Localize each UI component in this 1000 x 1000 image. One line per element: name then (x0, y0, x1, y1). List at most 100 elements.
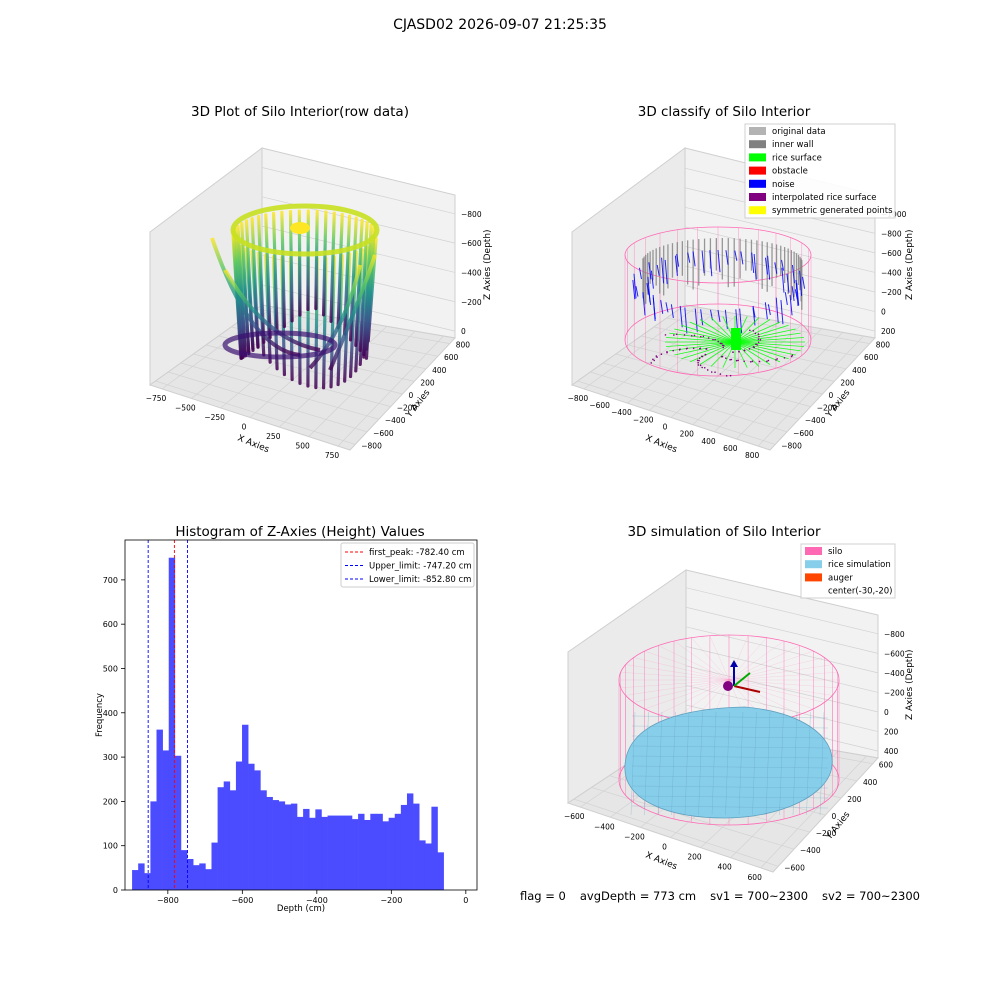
x-tick-label: 200 (687, 853, 702, 862)
noise-points (635, 286, 639, 297)
silo-top-spoke (625, 664, 730, 681)
raw-point-strand (223, 269, 321, 352)
y-tick-label: 400 (432, 366, 447, 375)
histogram-legend: first_peak: -782.40 cm Upper_limit: -747.… (340, 542, 475, 588)
rice-mesh-line (684, 711, 690, 816)
silo-top-spoke (728, 635, 749, 681)
legend-entry: inner wall (772, 140, 813, 150)
histogram-bar (290, 803, 298, 890)
x-tick-label: 600 (748, 873, 763, 882)
panel1-zlabel: Z Axies (Depth) (483, 229, 493, 300)
silo-top-spoke (728, 664, 833, 681)
y-tick-label: 400 (852, 366, 867, 375)
noise-points (799, 270, 803, 296)
noise-points (784, 292, 788, 306)
status-sv2: sv2 = 700~2300 (822, 889, 920, 903)
noise-points (794, 289, 798, 300)
silo-top-spoke (673, 640, 730, 681)
panel2-xlabel: X Axies (644, 434, 679, 456)
interpolated-point (714, 338, 716, 341)
status-avg-depth: avgDepth = 773 cm (579, 889, 697, 903)
grid-line (685, 626, 879, 674)
rice-mesh-line (657, 711, 663, 816)
y-tick-label: −600 (784, 863, 805, 872)
noise-points (781, 267, 785, 293)
interpolated-point (697, 364, 700, 366)
noise-points (687, 252, 691, 263)
panel2-legend: original data inner wall rice surface obsta… (744, 123, 896, 219)
histogram-bar (150, 801, 157, 890)
noise-points (656, 264, 660, 276)
noise-points (767, 304, 771, 316)
interpolated-point (790, 355, 793, 358)
noise-points (780, 300, 784, 325)
grid-line (685, 606, 879, 654)
z-tick-label: −800 (881, 229, 902, 238)
rice-mesh-line (711, 711, 717, 816)
x-tick-label: 750 (325, 451, 340, 460)
rice-mesh-line (631, 745, 829, 749)
grid-line (628, 344, 823, 395)
legend-entry: Lower_limit: -852.80 cm (369, 575, 471, 585)
noise-points (647, 276, 651, 303)
interpolated-point (735, 359, 738, 362)
interpolated-point (766, 360, 768, 363)
noise-points (701, 250, 705, 274)
noise-points (684, 307, 688, 334)
y-tick-label: 800 (876, 341, 891, 350)
y-tick-label: 0 (829, 391, 834, 400)
histogram-bar (321, 816, 328, 890)
noise-points (764, 257, 768, 275)
histogram-bar (431, 806, 438, 890)
legend-swatch (749, 193, 766, 201)
panel4-xlabel: X Axies (644, 851, 679, 873)
rice-surface-points (681, 324, 736, 343)
interpolated-point (730, 358, 733, 361)
interpolated-point (776, 358, 778, 360)
silo-top-spoke (620, 679, 730, 688)
grid-line (685, 646, 879, 693)
histogram-bar (156, 729, 163, 890)
legend-swatch (749, 206, 766, 215)
y-tick-label: −400 (800, 846, 821, 855)
rice-surface-points (734, 324, 789, 343)
y-tick-label: 0 (409, 391, 414, 400)
axis-arrow-x (733, 685, 761, 693)
histogram-bar (138, 863, 145, 890)
axis-arrow-y (733, 672, 751, 687)
legend-frame (340, 542, 475, 588)
interpolated-point (767, 359, 770, 362)
y-tick-label: 100 (103, 842, 118, 851)
raw-point-cluster (290, 222, 310, 234)
interpolated-point (673, 334, 675, 336)
histogram-y-ticks: 0 100 200 300 400 500 600 700 (103, 576, 125, 895)
x-tick-label: 400 (717, 863, 732, 872)
noise-points (709, 250, 713, 277)
panel-histogram: Histogram of Z-Axies (Height) Values −80… (95, 524, 478, 914)
x-tick-label: −400 (611, 408, 632, 417)
raw-point-strand (210, 237, 301, 357)
interpolated-point (757, 338, 760, 340)
silo-top-spoke (728, 672, 838, 681)
y-tick-label: 200 (420, 378, 435, 387)
grid-line (577, 380, 776, 445)
silo-top-spoke (728, 679, 825, 703)
x-tick-label: −200 (624, 832, 645, 841)
noise-points (664, 259, 668, 285)
interpolated-point (748, 348, 751, 350)
rice-surface-points (666, 337, 736, 343)
legend-frame (744, 123, 896, 219)
rice-surface-points (689, 341, 736, 363)
x-tick-label: 0 (663, 423, 668, 432)
x-tick-label: −200 (633, 415, 654, 424)
interpolated-point (698, 357, 701, 360)
y-tick-label: −800 (781, 441, 802, 450)
rice-mesh-line (631, 805, 829, 809)
y-tick-label: 300 (103, 753, 118, 762)
raw-point-ribbon (280, 210, 287, 329)
grid-line (261, 167, 456, 215)
interpolated-point (729, 374, 732, 377)
histogram-bar (394, 813, 402, 890)
interpolated-point (692, 347, 695, 350)
legend-entry: symmetric generated points (772, 206, 893, 216)
